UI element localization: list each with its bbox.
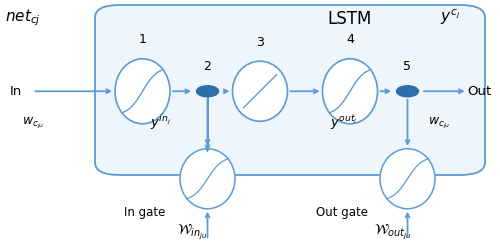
Text: $\mathit{net}_{cj}$: $\mathit{net}_{cj}$ — [5, 8, 41, 28]
Text: In: In — [10, 85, 22, 98]
Text: In gate: In gate — [124, 206, 166, 219]
Text: $\mathcal{W}_{out_{ju}}$: $\mathcal{W}_{out_{ju}}$ — [374, 223, 411, 241]
Text: $w_{c_{ju}}$: $w_{c_{ju}}$ — [428, 116, 450, 131]
Text: $y^{c_j}$: $y^{c_j}$ — [440, 8, 460, 27]
Text: $y^{out_j}$: $y^{out_j}$ — [330, 114, 357, 132]
Text: 5: 5 — [404, 60, 411, 73]
Text: 2: 2 — [204, 60, 212, 73]
Text: Out: Out — [468, 85, 492, 98]
Ellipse shape — [180, 149, 235, 209]
Circle shape — [196, 86, 218, 97]
Ellipse shape — [322, 59, 378, 124]
Text: $\mathcal{W}_{in_{ju}}$: $\mathcal{W}_{in_{ju}}$ — [178, 223, 208, 241]
Ellipse shape — [232, 61, 287, 121]
Text: 3: 3 — [256, 36, 264, 49]
Circle shape — [396, 86, 418, 97]
Ellipse shape — [380, 149, 435, 209]
Text: 1: 1 — [138, 33, 146, 46]
Text: $y^{in_j}$: $y^{in_j}$ — [150, 114, 171, 132]
Ellipse shape — [115, 59, 170, 124]
Text: Out gate: Out gate — [316, 206, 368, 219]
Text: 4: 4 — [346, 33, 354, 46]
Text: $w_{c_{ju}}$: $w_{c_{ju}}$ — [22, 116, 45, 131]
Text: LSTM: LSTM — [328, 10, 372, 28]
FancyBboxPatch shape — [95, 5, 485, 175]
